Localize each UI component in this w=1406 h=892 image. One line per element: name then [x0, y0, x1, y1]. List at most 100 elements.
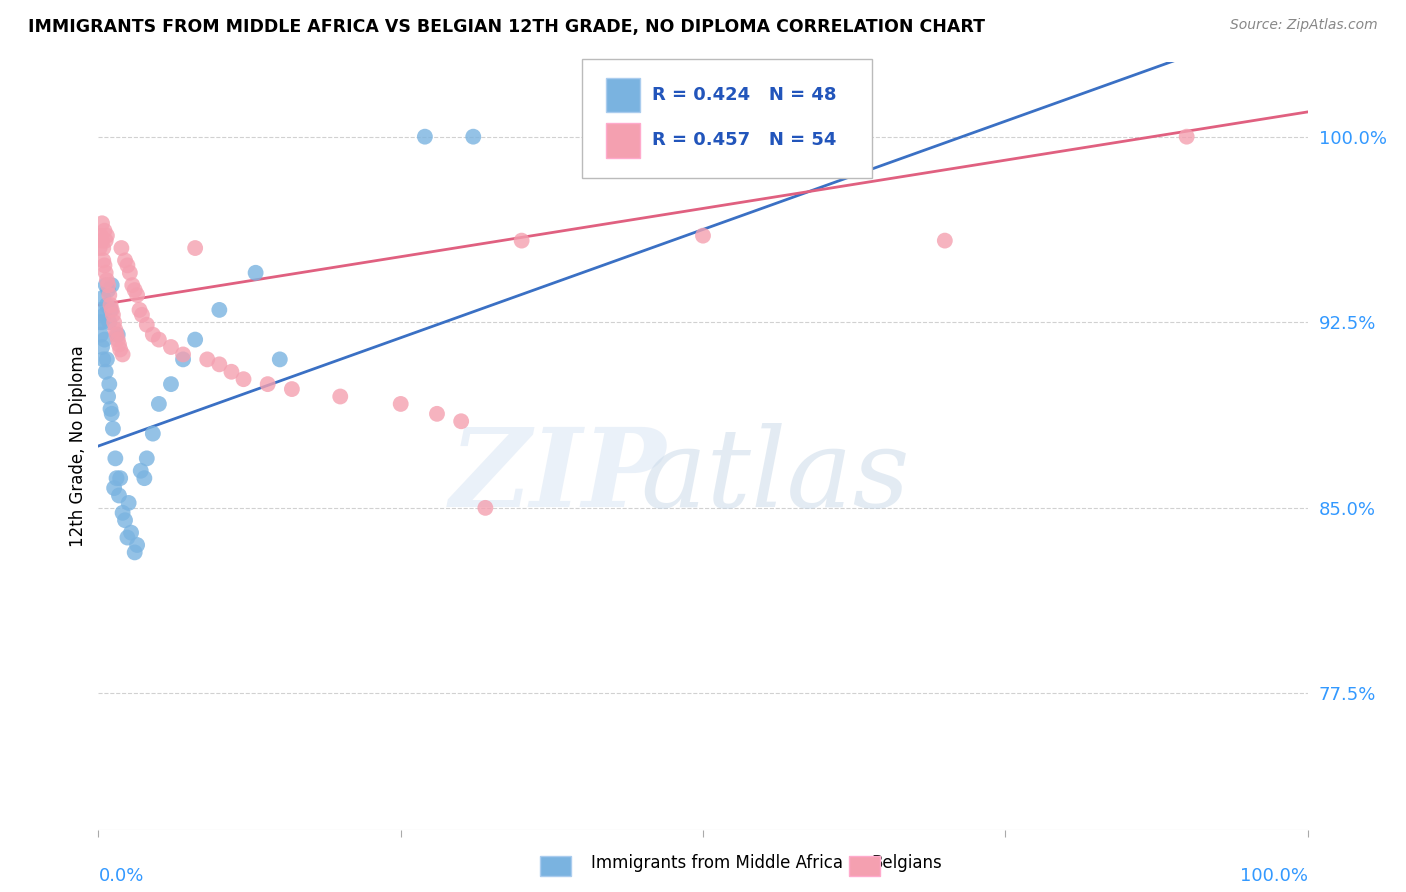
Point: [121, 278, 143, 293]
Point: [94, 278, 117, 293]
Point: [114, 253, 136, 268]
Point: [389, 397, 412, 411]
Point: [934, 234, 956, 248]
Point: [98, 315, 121, 329]
FancyBboxPatch shape: [606, 78, 640, 112]
Point: [142, 426, 165, 441]
Point: [96, 228, 118, 243]
Point: [101, 422, 124, 436]
Point: [128, 302, 150, 317]
Point: [172, 352, 194, 367]
Point: [510, 234, 533, 248]
Point: [91, 315, 114, 329]
Point: [100, 302, 122, 317]
Point: [208, 357, 231, 371]
Point: [221, 365, 243, 379]
Point: [97, 390, 120, 404]
Point: [118, 496, 141, 510]
Point: [269, 352, 291, 367]
Point: [463, 129, 485, 144]
Point: [97, 283, 120, 297]
Point: [135, 318, 157, 332]
Point: [108, 471, 131, 485]
Point: [232, 372, 254, 386]
Point: [101, 308, 124, 322]
Point: [131, 308, 153, 322]
Point: [413, 129, 436, 144]
Point: [91, 216, 114, 230]
Point: [108, 337, 131, 351]
Point: [90, 302, 112, 317]
Point: [450, 414, 472, 428]
Point: [91, 253, 114, 268]
Point: [91, 241, 114, 255]
Point: [127, 288, 149, 302]
Point: [134, 471, 156, 485]
Point: [256, 377, 278, 392]
Point: [93, 224, 115, 238]
Point: [148, 397, 170, 411]
Point: [160, 377, 183, 392]
Point: [124, 545, 146, 559]
Text: 0.0%: 0.0%: [98, 867, 143, 885]
Point: [118, 266, 141, 280]
Point: [107, 333, 129, 347]
Point: [117, 258, 139, 272]
Point: [135, 451, 157, 466]
Point: [96, 352, 118, 367]
Point: [329, 390, 352, 404]
Text: Belgians: Belgians: [872, 855, 942, 872]
Text: 100.0%: 100.0%: [1240, 867, 1308, 885]
Point: [100, 407, 122, 421]
FancyBboxPatch shape: [582, 59, 872, 178]
Point: [172, 347, 194, 361]
Point: [100, 401, 122, 416]
Point: [111, 506, 134, 520]
Point: [96, 298, 118, 312]
Point: [142, 327, 165, 342]
Text: Source: ZipAtlas.com: Source: ZipAtlas.com: [1230, 18, 1378, 32]
Point: [97, 278, 120, 293]
Point: [98, 377, 121, 392]
Point: [111, 347, 134, 361]
Point: [184, 241, 207, 255]
Point: [90, 327, 112, 342]
Point: [114, 513, 136, 527]
Point: [110, 241, 132, 255]
Point: [93, 258, 115, 272]
Point: [124, 283, 146, 297]
Point: [105, 471, 128, 485]
Point: [90, 228, 112, 243]
Point: [94, 365, 117, 379]
Point: [195, 352, 218, 367]
Point: [281, 382, 304, 396]
Text: Immigrants from Middle Africa: Immigrants from Middle Africa: [591, 855, 842, 872]
Point: [148, 333, 170, 347]
Point: [104, 451, 127, 466]
Point: [91, 291, 114, 305]
Point: [117, 531, 139, 545]
Point: [160, 340, 183, 354]
Point: [100, 278, 122, 293]
Point: [94, 266, 117, 280]
Point: [107, 327, 129, 342]
Point: [104, 323, 127, 337]
Text: atlas: atlas: [641, 423, 910, 531]
Point: [245, 266, 267, 280]
Point: [103, 481, 125, 495]
Point: [91, 234, 114, 248]
Point: [129, 464, 152, 478]
Point: [426, 407, 449, 421]
Point: [208, 302, 231, 317]
Text: R = 0.457   N = 54: R = 0.457 N = 54: [652, 131, 837, 149]
Point: [474, 500, 496, 515]
Point: [94, 234, 117, 248]
Point: [120, 525, 142, 540]
Point: [98, 288, 121, 302]
Point: [100, 298, 122, 312]
Point: [93, 308, 115, 322]
Point: [100, 302, 122, 317]
Point: [105, 327, 128, 342]
Y-axis label: 12th Grade, No Diploma: 12th Grade, No Diploma: [69, 345, 87, 547]
Point: [91, 340, 114, 354]
